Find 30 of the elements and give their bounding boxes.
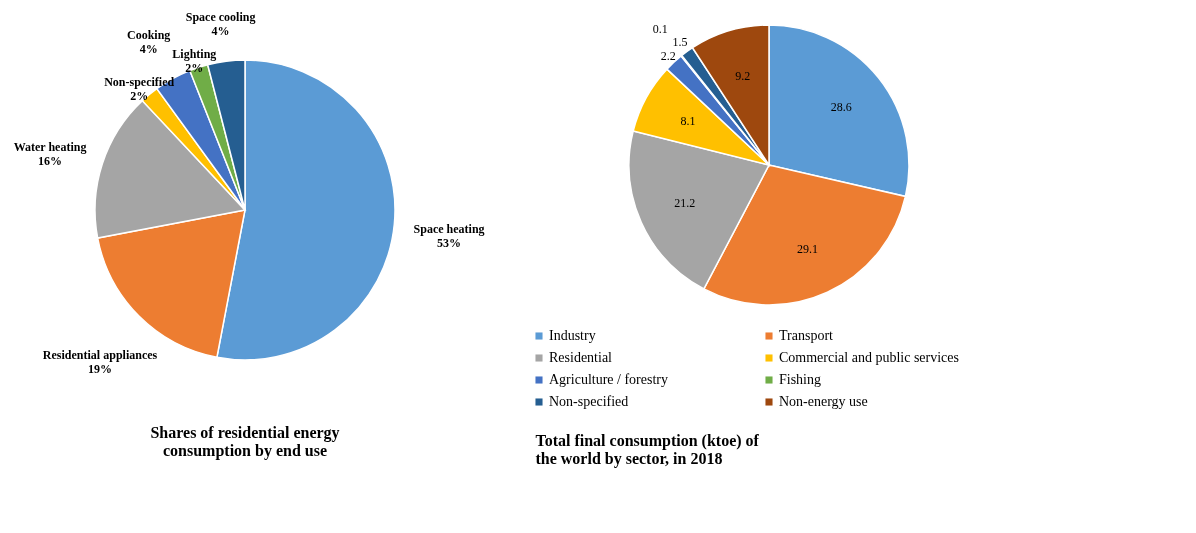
- legend-label: Residential: [549, 350, 613, 365]
- legend-label: Non-energy use: [779, 394, 868, 409]
- legend-label: Fishing: [779, 372, 822, 387]
- data-label: 8.1: [680, 113, 696, 128]
- data-label: 2%: [130, 89, 149, 104]
- legend-label: Transport: [779, 328, 834, 343]
- data-label: 4%: [139, 41, 158, 56]
- data-label: 29.1: [797, 241, 819, 256]
- legend-label: Non-specified: [549, 394, 629, 409]
- text: Shares of residential energy consumption by end use: [150, 424, 340, 460]
- data-label: 9.2: [735, 69, 751, 84]
- data-label: 21.2: [674, 195, 696, 210]
- data-label: 16%: [38, 153, 63, 168]
- data-label: 53%: [437, 236, 462, 251]
- data-label: 0.1: [652, 22, 668, 37]
- slice-label: Lighting: [172, 47, 217, 62]
- slice-label: Space cooling: [185, 9, 256, 24]
- text: Total final consumption (ktoe) of the world by sector, in 2018: [535, 432, 760, 468]
- slice-label: Cooking: [126, 27, 171, 42]
- slice-label: Water heating: [13, 139, 87, 154]
- data-label: 2.2: [660, 49, 676, 64]
- slice-label: Residential appliances: [42, 347, 158, 362]
- data-label: 28.6: [830, 100, 852, 115]
- legend-label: Industry: [549, 328, 596, 343]
- legend-label: Commercial and public services: [779, 350, 959, 365]
- slice-label: Space heating: [413, 222, 485, 237]
- data-label: 1.5: [672, 34, 688, 49]
- legend-label: Agriculture / forestry: [549, 372, 668, 387]
- data-label: 19%: [88, 361, 113, 376]
- data-label: 4%: [211, 23, 230, 38]
